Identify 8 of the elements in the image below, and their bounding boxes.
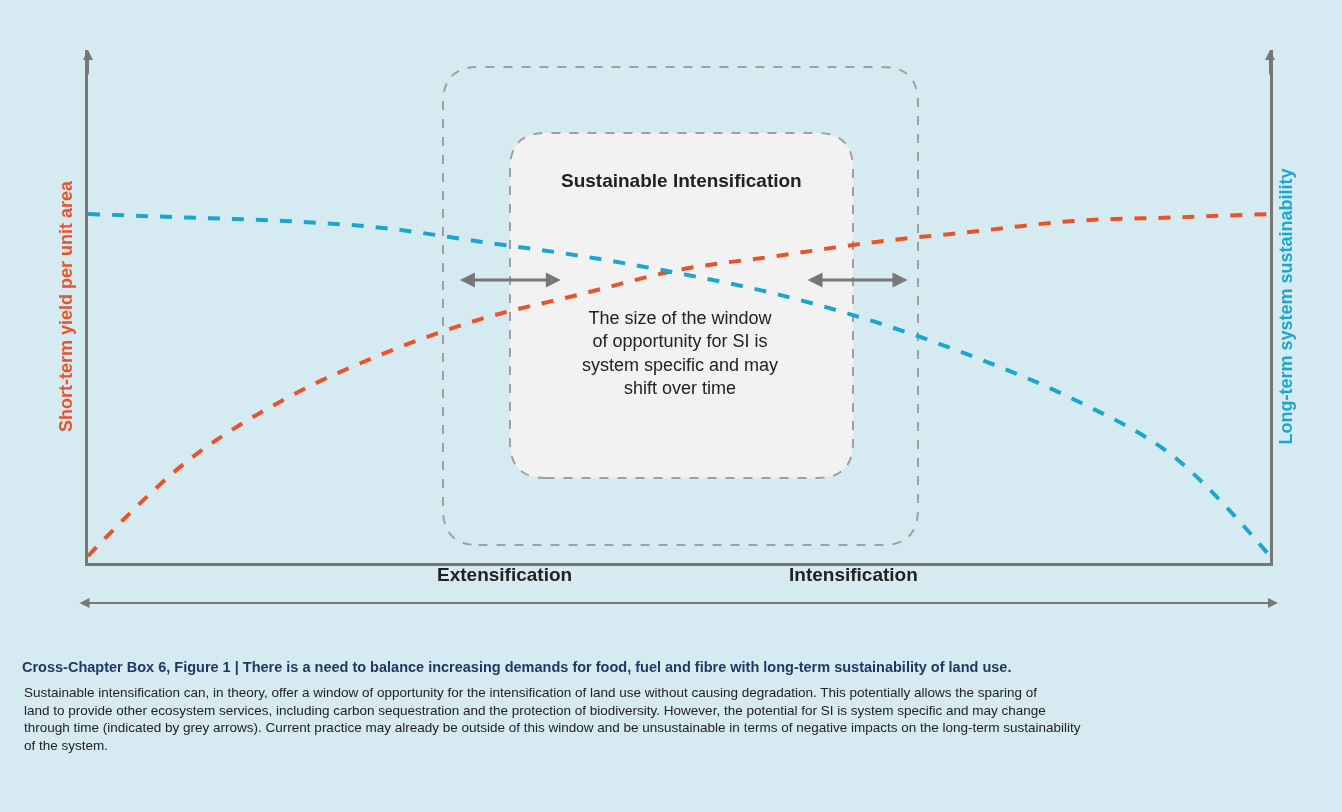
text: Sustainable intensification can, in theory, offer a window of opportunity for the intensification of land use without causing degradation. This potentially allows the sparing of land to provide other ecosystem services, including carbon sequestration and the protection of biodiversity. However, the potential for SI is system specific and may change through time (indicated by grey arrows). Current practice may already be outside of this window and be unsustainable in terms of negative impacts on the long-term sustainability of the system. bbox=[24, 685, 1081, 753]
text: Sustainable Intensification bbox=[561, 170, 802, 191]
text: Cross-Chapter Box 6, Figure 1 | There is a need to balance increasing demands for food, fuel and fibre with long-term sustainability of land use. bbox=[22, 659, 1012, 676]
text: Intensification bbox=[789, 564, 918, 585]
y2-axis-title: Long-term system sustainability bbox=[1276, 168, 1297, 445]
y-axis-title: Short-term yield per unit area bbox=[56, 179, 77, 433]
text: Extensification bbox=[437, 564, 573, 585]
annotation: The size of the window of opportunity for SI is system specific and may shift over time bbox=[582, 308, 779, 399]
